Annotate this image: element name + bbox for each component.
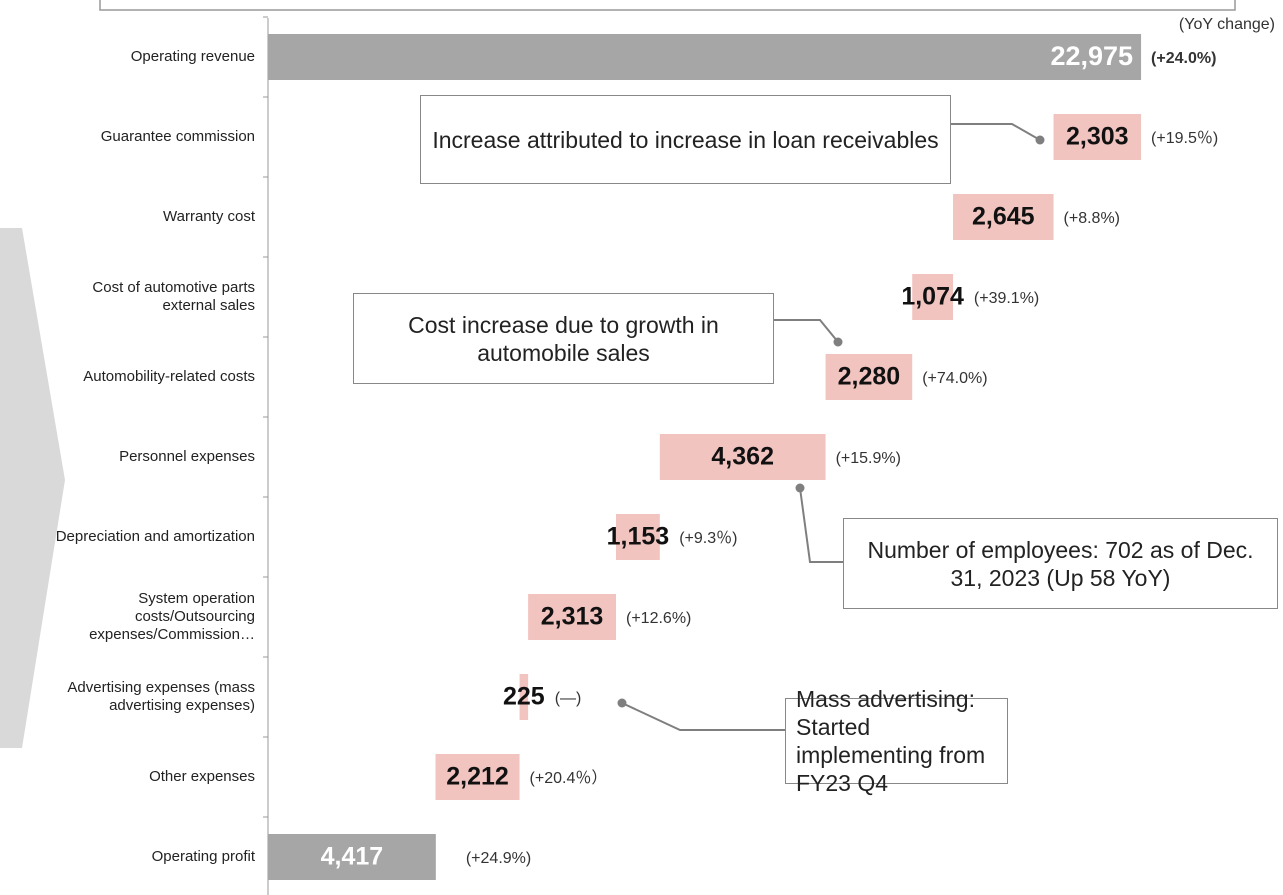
- change-label: (+8.8%): [1064, 210, 1120, 227]
- category-label: Cost of automotive parts external sales: [92, 279, 255, 314]
- callout: Increase attributed to increase in loan …: [420, 95, 951, 184]
- category-label-box: Operating profit: [0, 827, 255, 887]
- category-label: Warranty cost: [163, 208, 255, 225]
- category-label: System operation costs/Outsourcing expen…: [89, 590, 255, 643]
- value-label: 2,645: [972, 203, 1035, 231]
- callout: Number of employees: 702 as of Dec. 31, …: [843, 518, 1278, 609]
- frame: [99, 0, 1236, 11]
- value-label: 4,417: [321, 843, 384, 871]
- connectors: [621, 123, 1041, 731]
- change-label: (+12.6%): [626, 610, 691, 627]
- change-label: (+15.9%): [836, 450, 901, 467]
- bar: [435, 754, 520, 800]
- category-label-box: Personnel expenses: [0, 427, 255, 487]
- bar: [953, 194, 1054, 240]
- category-label-box: Other expenses: [0, 747, 255, 807]
- category-label: Operating profit: [151, 848, 255, 865]
- change-label: (+39.1%): [974, 290, 1039, 307]
- change-label: (+9.3％): [679, 530, 737, 547]
- category-label: Advertising expenses (mass advertising e…: [67, 679, 255, 714]
- value-label: 2,313: [541, 603, 604, 631]
- bar: [659, 434, 826, 480]
- category-label-box: Cost of automotive parts external sales: [0, 267, 255, 327]
- category-label-box: Advertising expenses (mass advertising e…: [0, 667, 255, 727]
- change-header: (YoY change): [1179, 16, 1275, 33]
- change-label: (—): [555, 690, 582, 707]
- category-label: Automobility-related costs: [83, 368, 255, 385]
- category-label: Personnel expenses: [119, 448, 255, 465]
- value-label: 2,212: [446, 763, 509, 791]
- category-label: Operating revenue: [130, 48, 255, 65]
- change-label: (+19.5％): [1151, 130, 1218, 147]
- value-label: 22,975: [1050, 41, 1133, 71]
- bar: [268, 834, 436, 880]
- change-label: (+20.4％）: [530, 769, 608, 787]
- value-label: 225: [503, 683, 545, 711]
- category-label-box: Automobility-related costs: [0, 347, 255, 407]
- value-label: 1,074: [901, 283, 964, 311]
- bar: [1053, 114, 1142, 160]
- bar: [616, 514, 660, 560]
- chevron: [0, 228, 65, 748]
- value-label: 4,362: [711, 443, 774, 471]
- category-label: Depreciation and amortization: [55, 528, 255, 545]
- change-label: (+24.0%): [1151, 50, 1216, 67]
- bar: [912, 274, 954, 320]
- category-label-box: Depreciation and amortization: [0, 507, 255, 567]
- bar: [268, 34, 1142, 80]
- value-label: 2,280: [838, 363, 901, 391]
- connector-dots: [617, 135, 1045, 708]
- category-label-box: Guarantee commission: [0, 107, 255, 167]
- change-label: (+24.9%): [466, 850, 531, 867]
- callout: Cost increase due to growth in automobil…: [353, 293, 774, 384]
- bar: [825, 354, 913, 400]
- callout: Mass advertising: Started implementing f…: [785, 686, 1008, 796]
- category-label: Guarantee commission: [100, 128, 255, 145]
- value-label: 1,153: [607, 523, 670, 551]
- category-label: Other expenses: [149, 768, 255, 785]
- bar: [519, 674, 529, 720]
- category-label-box: System operation costs/Outsourcing expen…: [0, 587, 255, 647]
- category-label-box: Operating revenue: [0, 27, 255, 87]
- value-label: 2,303: [1066, 123, 1129, 151]
- change-label: (+74.0%): [922, 370, 987, 387]
- category-label-box: Warranty cost: [0, 187, 255, 247]
- bar: [528, 594, 617, 640]
